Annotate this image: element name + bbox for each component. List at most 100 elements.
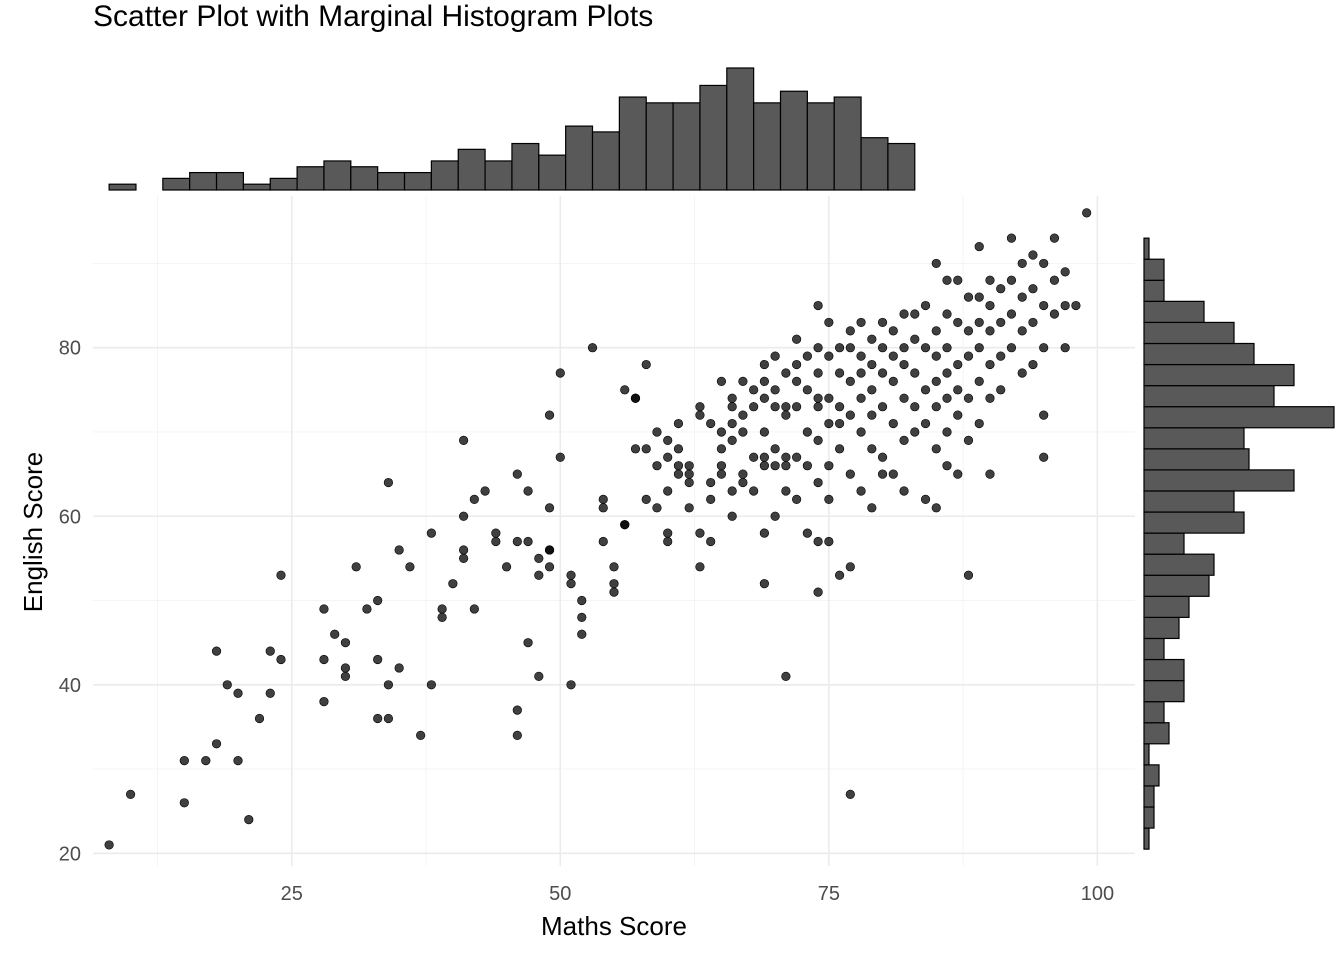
x-histogram-bar [726,67,755,191]
scatter-point [931,402,941,412]
scatter-point [1006,343,1017,353]
scatter-point [211,739,222,749]
scatter-point [512,705,522,715]
y-histogram-bar [1143,448,1250,471]
scatter-point [663,486,673,496]
x-tick-label: 50 [549,883,571,905]
scatter-point [877,469,888,479]
scatter-point [426,680,436,690]
x-histogram-bar [753,102,782,191]
scatter-point [1006,233,1017,243]
scatter-point [512,536,522,547]
scatter-point [974,317,984,328]
scatter-point [566,579,576,589]
x-histogram-bar [350,166,379,191]
y-tick-label: 80 [59,338,81,360]
scatter-point [910,334,920,344]
scatter-point [211,646,222,656]
scatter-point [920,343,931,353]
x-histogram-bar [591,131,620,191]
scatter-point [405,562,415,572]
scatter-point [706,477,716,488]
scatter-point [673,418,684,429]
scatter-point [598,494,608,504]
scatter-point [1082,208,1092,218]
y-histogram-bar [1143,722,1170,745]
scatter-point [845,562,855,572]
scatter-point [963,570,974,580]
scatter-point [727,486,737,496]
scatter-point [319,654,329,665]
scatter-point [351,562,361,572]
scatter-point [416,730,426,740]
scatter-point [663,536,673,547]
scatter-point [373,713,383,724]
y-histogram-bar [1143,490,1235,513]
scatter-point [920,418,931,429]
scatter-point [459,545,469,555]
scatter-point [749,385,759,395]
scatter-point [1049,275,1060,285]
scatter-point [856,368,866,378]
y-tick-label: 60 [59,506,81,528]
scatter-point [813,368,823,378]
scatter-point [888,418,898,429]
y-tick-label: 20 [59,843,81,865]
scatter-point [845,326,855,336]
scatter-point [716,469,727,479]
scatter-point [373,654,383,665]
x-histogram-bar [296,166,325,191]
scatter-point [824,461,834,471]
scatter-point [738,477,748,488]
scatter-point [813,435,823,446]
scatter-point [834,444,845,454]
scatter-point [673,444,684,454]
scatter-point [469,494,479,504]
scatter-point [684,469,694,479]
scatter-point [1039,410,1049,420]
scatter-point [888,351,898,361]
y-histogram-bar [1143,363,1295,387]
y-histogram-bar [1143,785,1155,808]
scatter-point [920,300,931,311]
y-histogram-bar [1143,342,1255,366]
scatter-point [845,469,855,479]
scatter-point [641,494,651,504]
x-histogram-bar [189,171,218,191]
scatter-point [910,368,920,378]
x-histogram-bar [215,171,244,191]
scatter-point [695,562,705,572]
scatter-point [888,376,898,387]
y-histogram-bar [1143,300,1205,324]
scatter-point [910,427,920,437]
scatter-point [254,713,265,724]
scatter-point [125,789,136,799]
x-marginal-histogram [108,67,916,191]
x-histogram-bar [565,125,594,191]
scatter-point [641,359,651,370]
y-histogram-bar [1143,321,1235,345]
scatter-point [749,452,759,462]
scatter-point [867,385,877,395]
scatter-point [996,317,1006,328]
scatter-point [652,461,662,471]
x-histogram-bar [806,102,835,191]
scatter-point [899,309,909,319]
scatter-point [953,469,963,479]
y-tick-label: 40 [59,675,81,697]
scatter-point [834,368,845,378]
scatter-point [1028,317,1038,328]
scatter-point [792,452,802,462]
scatter-point [856,393,866,403]
scatter-point [834,343,845,353]
scatter-point [953,410,963,420]
scatter-point [963,351,974,361]
y-axis-label: English Score [18,452,48,612]
x-histogram-bar [108,183,137,191]
scatter-point [931,351,941,361]
x-histogram-bar [242,183,271,191]
scatter-point [673,461,684,471]
x-tick-label: 75 [818,883,840,905]
x-histogram-bar [672,102,701,191]
scatter-point [802,427,812,437]
